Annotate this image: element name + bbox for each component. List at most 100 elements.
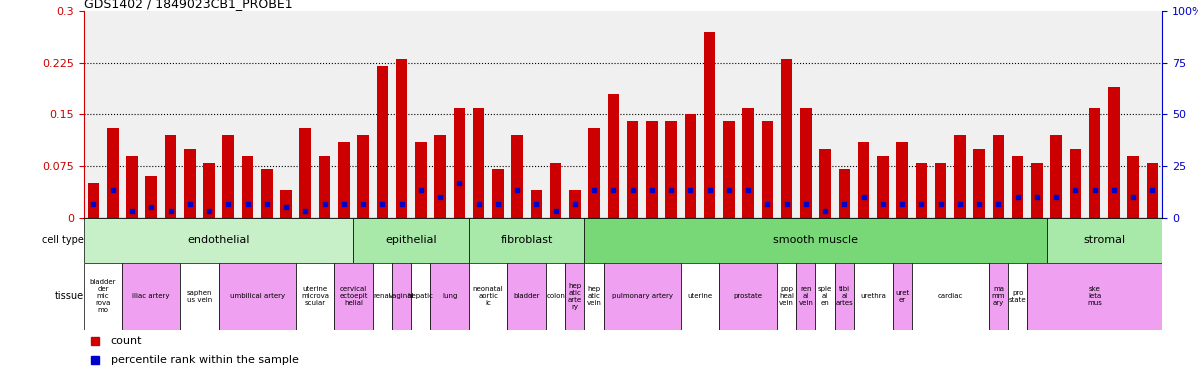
Bar [1031,162,1042,218]
Bar [915,162,927,218]
Text: lung: lung [442,293,458,299]
Bar [184,149,195,217]
Bar [1070,149,1081,217]
Bar [743,108,754,218]
Bar [223,135,234,218]
Bar [492,170,503,217]
FancyBboxPatch shape [430,262,468,330]
FancyBboxPatch shape [893,262,912,330]
Bar [107,128,119,217]
Text: hep
atic
arte
ry: hep atic arte ry [568,283,582,310]
Text: cervical
ectoepit
helial: cervical ectoepit helial [339,286,368,306]
FancyBboxPatch shape [1027,262,1162,330]
FancyBboxPatch shape [565,262,585,330]
Text: iliac artery: iliac artery [133,293,170,299]
Bar [87,183,99,218]
Text: renal: renal [374,293,392,299]
Bar [1089,108,1101,218]
FancyBboxPatch shape [296,262,334,330]
Bar [800,108,811,218]
Bar [1127,156,1139,218]
FancyBboxPatch shape [180,262,218,330]
Text: uret
er: uret er [895,290,909,303]
FancyBboxPatch shape [816,262,835,330]
FancyBboxPatch shape [854,262,893,330]
Bar [646,121,658,218]
Bar [762,121,773,218]
Text: tibi
al
artes: tibi al artes [835,286,853,306]
Bar [300,128,311,217]
Bar [781,59,792,217]
Bar [531,190,541,217]
Bar [473,108,484,218]
Bar [724,121,734,218]
FancyBboxPatch shape [778,262,797,330]
FancyBboxPatch shape [585,217,1047,262]
Text: pop
heal
vein: pop heal vein [779,286,794,306]
Bar [376,66,388,218]
Text: hepatic: hepatic [407,293,434,299]
FancyBboxPatch shape [719,262,778,330]
Text: epithelial: epithelial [386,235,437,245]
Text: count: count [111,336,143,346]
Text: saphen
us vein: saphen us vein [187,290,212,303]
Bar [261,170,272,217]
FancyBboxPatch shape [84,217,353,262]
Bar [454,108,465,218]
Text: prostate: prostate [733,293,763,299]
Bar [280,190,292,217]
Bar [415,142,426,218]
Bar [569,190,581,217]
Text: pro
state: pro state [1009,290,1027,303]
FancyBboxPatch shape [84,262,122,330]
Text: ske
leta
mus: ske leta mus [1088,286,1102,306]
Bar [1146,162,1158,218]
Text: colon: colon [546,293,565,299]
Text: endothelial: endothelial [187,235,250,245]
Bar [1051,135,1061,218]
Text: hep
atic
vein: hep atic vein [587,286,601,306]
Bar [973,149,985,217]
Bar [607,94,619,218]
Bar [1108,87,1120,218]
FancyBboxPatch shape [334,262,373,330]
Text: cell type: cell type [42,235,84,245]
Bar [934,162,946,218]
Text: bladder: bladder [514,293,540,299]
Bar [434,135,446,218]
Text: uterine
microva
scular: uterine microva scular [301,286,329,306]
FancyBboxPatch shape [988,262,1008,330]
Text: smooth muscle: smooth muscle [773,235,858,245]
Text: GDS1402 / 1849023CB1_PROBE1: GDS1402 / 1849023CB1_PROBE1 [84,0,292,10]
Bar [819,149,831,217]
FancyBboxPatch shape [797,262,816,330]
Bar [839,170,851,217]
Text: tissue: tissue [55,291,84,301]
Text: sple
al
en: sple al en [818,286,833,306]
Bar [357,135,369,218]
Bar [588,128,600,217]
Bar [165,135,176,218]
FancyBboxPatch shape [468,217,585,262]
FancyBboxPatch shape [585,262,604,330]
FancyBboxPatch shape [392,262,411,330]
FancyBboxPatch shape [1047,217,1162,262]
Bar [204,162,214,218]
Text: umbilical artery: umbilical artery [230,293,285,299]
Text: fibroblast: fibroblast [501,235,553,245]
Bar [126,156,138,218]
Bar [338,142,350,218]
Bar [703,32,715,217]
Bar [242,156,253,218]
Text: cardiac: cardiac [938,293,963,299]
FancyBboxPatch shape [122,262,180,330]
Text: bladder
der
mic
rova
mo: bladder der mic rova mo [90,279,116,313]
Bar [395,59,407,217]
Bar [319,156,331,218]
FancyBboxPatch shape [912,262,988,330]
FancyBboxPatch shape [680,262,719,330]
Text: neonatal
aortic
ic: neonatal aortic ic [473,286,503,306]
Bar [684,114,696,218]
Bar [993,135,1004,218]
Bar [550,162,562,218]
